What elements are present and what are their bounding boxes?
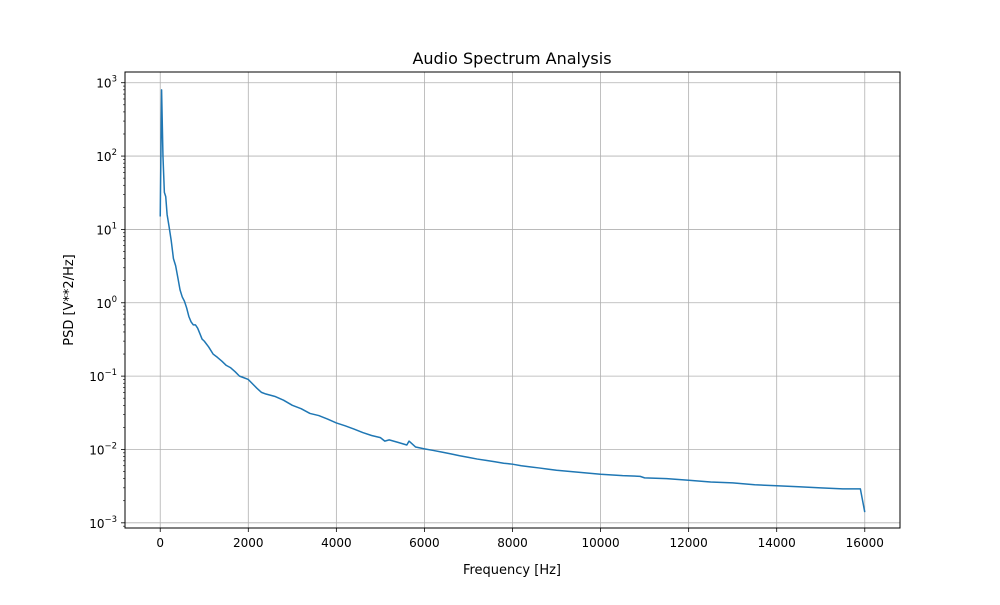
x-tick-label: 4000	[321, 536, 352, 550]
y-tick-base: 10	[96, 223, 111, 237]
y-tick-base: 10	[96, 77, 111, 91]
y-tick-label: 10−2	[89, 441, 117, 457]
y-tick-exponent: 2	[112, 148, 117, 158]
x-axis-label: Frequency [Hz]	[463, 563, 561, 578]
x-tick-label: 6000	[409, 536, 440, 550]
x-tick-label: 16000	[846, 536, 884, 550]
y-tick-label: 103	[96, 75, 117, 91]
y-tick-exponent: 3	[112, 75, 117, 85]
x-tick-label: 8000	[497, 536, 528, 550]
y-tick-base: 10	[96, 150, 111, 164]
y-axis-label: PSD [V**2/Hz]	[62, 254, 77, 346]
y-tick-label: 10−1	[89, 368, 117, 384]
y-tick-exponent: −3	[104, 515, 117, 525]
y-tick-exponent: 1	[112, 221, 117, 231]
y-tick-label: 102	[96, 148, 117, 164]
tick-layer: 0 2000 4000 6000 8000 10000 12000 14000 1600010−…	[89, 75, 884, 550]
y-tick-exponent: −1	[104, 368, 117, 378]
y-tick-label: 100	[96, 295, 117, 311]
y-tick-label: 10−3	[89, 515, 117, 531]
x-tick-label: 0	[156, 536, 164, 550]
y-tick-base: 10	[89, 370, 104, 384]
x-tick-label: 2000	[233, 536, 264, 550]
x-tick-label: 14000	[758, 536, 796, 550]
y-tick-label: 101	[96, 221, 117, 237]
grid-layer	[125, 72, 900, 528]
chart-title: Audio Spectrum Analysis	[412, 49, 611, 68]
y-tick-exponent: 0	[112, 295, 117, 305]
psd-series-line	[159, 89, 866, 513]
y-tick-exponent: −2	[104, 441, 117, 451]
x-tick-label: 12000	[670, 536, 708, 550]
y-tick-base: 10	[89, 517, 104, 531]
y-tick-base: 10	[96, 297, 111, 311]
y-tick-base: 10	[89, 443, 104, 457]
series-layer	[159, 89, 866, 513]
x-tick-label: 10000	[581, 536, 619, 550]
